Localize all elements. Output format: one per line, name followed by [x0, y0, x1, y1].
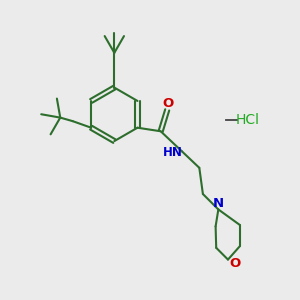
Text: O: O	[229, 256, 240, 270]
Text: HN: HN	[163, 146, 183, 160]
Text: O: O	[162, 98, 173, 110]
Text: N: N	[213, 197, 224, 210]
Text: HCl: HCl	[236, 113, 260, 127]
